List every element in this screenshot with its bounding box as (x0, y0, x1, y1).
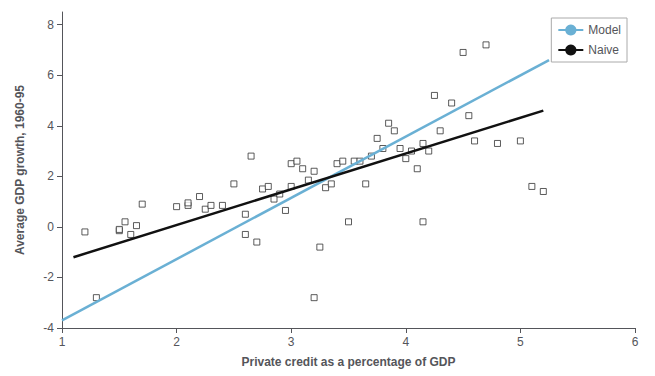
svg-text:5: 5 (517, 335, 524, 349)
svg-text:8: 8 (47, 18, 54, 32)
svg-text:-2: -2 (43, 270, 54, 284)
svg-text:-4: -4 (43, 321, 54, 335)
svg-text:2: 2 (173, 335, 180, 349)
svg-text:4: 4 (47, 119, 54, 133)
svg-text:2: 2 (47, 169, 54, 183)
svg-text:6: 6 (47, 68, 54, 82)
svg-text:Naive: Naive (588, 43, 619, 57)
svg-text:Private credit as a percentage: Private credit as a percentage of GDP (241, 355, 455, 369)
svg-text:3: 3 (288, 335, 295, 349)
svg-text:1: 1 (59, 335, 66, 349)
svg-text:Model: Model (588, 23, 621, 37)
svg-text:4: 4 (402, 335, 409, 349)
svg-text:6: 6 (632, 335, 639, 349)
svg-text:0: 0 (47, 220, 54, 234)
svg-text:Average GDP growth, 1960-95: Average GDP growth, 1960-95 (13, 85, 27, 255)
